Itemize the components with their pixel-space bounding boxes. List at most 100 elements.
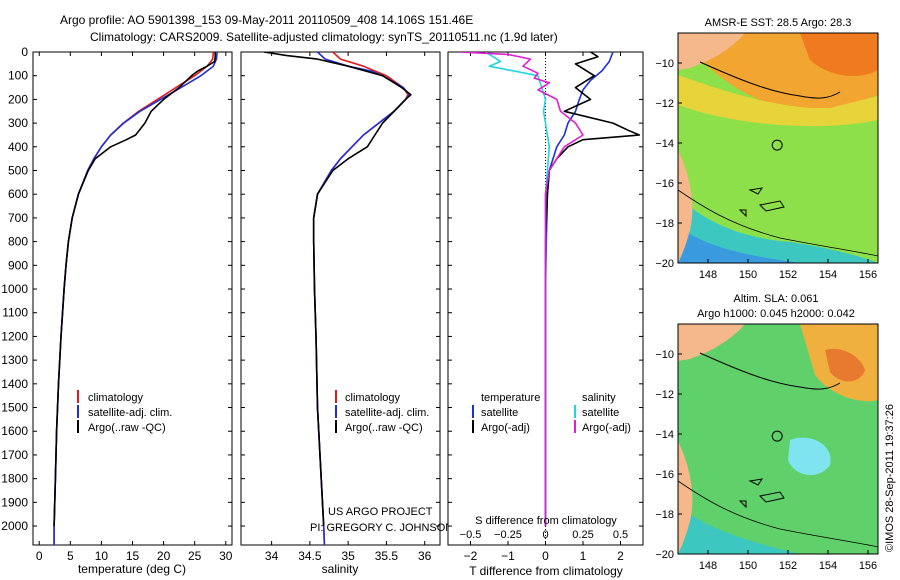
sst-cool-region	[678, 195, 878, 263]
temperature-xlabel: temperature (deg C)	[78, 562, 186, 576]
map-x-tick-label: 156	[859, 269, 877, 281]
x-tick-label: 36	[418, 549, 432, 563]
y-tick-label: 500	[8, 164, 28, 178]
legend-label-climatology: climatology	[345, 392, 401, 404]
argo-position-marker	[771, 139, 783, 151]
s-tick-label: 0.25	[572, 529, 593, 541]
map-x-tick-label: 150	[739, 560, 757, 572]
map-x-tick-label: 152	[779, 560, 797, 572]
sst-isobath	[678, 189, 878, 257]
map-x-tick-label: 154	[819, 560, 837, 572]
salinity-plot-area	[240, 51, 441, 546]
sst-map-field	[678, 33, 878, 263]
y-tick-label: 1500	[1, 401, 28, 415]
y-tick-label: 1600	[1, 424, 28, 438]
map-x-tick-label: 148	[699, 269, 717, 281]
x-tick-label: 15	[126, 549, 140, 563]
legend-label-climatology: climatology	[88, 392, 144, 404]
legend-label-s-argo: Argo(-adj)	[582, 422, 631, 434]
title-line-1: Argo profile: AO 5901398_153 09-May-2011…	[60, 13, 473, 27]
sst-reefs	[738, 187, 785, 218]
y-tick-label: 1200	[1, 329, 28, 343]
legend-title-temperature: temperature	[481, 392, 540, 404]
sla-land-png	[678, 324, 745, 361]
salinity-panel: 34 34.5 35 35.5 36 salinity climatology sate…	[240, 51, 453, 576]
sla-reefs	[738, 478, 785, 509]
x-tick-label: 35	[341, 549, 355, 563]
y-tick-label: 200	[8, 92, 28, 106]
y-tick-label: 1000	[1, 282, 28, 296]
map-y-tick-label: −20	[655, 549, 674, 561]
map-y-tick-label: −10	[655, 58, 674, 70]
s-tick-label: −0.5	[460, 529, 482, 541]
x-tick-label: −1	[501, 549, 515, 563]
sla-isobath	[678, 480, 878, 548]
s-difference-xlabel: S difference from climatology	[475, 515, 617, 527]
map-y-tick-label: −16	[655, 178, 674, 190]
series-line-argo	[263, 52, 412, 527]
legend-label-satellite: satellite-adj. clim.	[345, 407, 429, 419]
y-tick-label: 1900	[1, 495, 28, 509]
legend-label-argo: Argo(..raw -QC)	[88, 422, 166, 434]
series-line-s-argo	[459, 52, 584, 526]
x-tick-label: 1	[580, 549, 587, 563]
map-y-tick-label: −16	[655, 469, 674, 481]
y-tick-label: 1300	[1, 353, 28, 367]
sst-land-png	[678, 33, 745, 70]
x-tick-label: 35.5	[375, 549, 399, 563]
map-y-tick-label: −12	[655, 389, 674, 401]
map-x-tick-label: 152	[779, 269, 797, 281]
s-tick-label: 0.5	[613, 529, 628, 541]
difference-legend: temperature salinity satellite Argo(-adj…	[472, 392, 631, 434]
x-tick-label: 34	[265, 549, 279, 563]
x-tick-label: 0	[36, 549, 43, 563]
s-tick-label: −0.25	[494, 529, 522, 541]
map-y-tick-label: −10	[655, 349, 674, 361]
x-tick-label: 10	[95, 549, 109, 563]
legend-label-argo: Argo(..raw -QC)	[345, 422, 423, 434]
x-tick-label: 0	[542, 549, 549, 563]
x-tick-label: 2	[617, 549, 624, 563]
sla-map-field	[678, 324, 878, 554]
sla-map-frame	[677, 323, 879, 555]
salinity-legend: climatology satellite-adj. clim. Argo(..…	[335, 390, 429, 434]
x-tick-label: 5	[67, 549, 74, 563]
t-difference-xlabel: T difference from climatology	[469, 564, 623, 578]
temperature-legend: climatology satellite-adj. clim. Argo(..…	[77, 390, 172, 434]
y-tick-label: 100	[8, 69, 28, 83]
map-y-tick-label: −18	[655, 509, 674, 521]
legend-label-t-argo: Argo(-adj)	[481, 422, 530, 434]
s-tick-label: 0	[542, 529, 548, 541]
map-x-tick-label: 154	[819, 269, 837, 281]
sst-land-australia	[678, 150, 693, 263]
sla-low-region	[788, 437, 831, 476]
sst-cold-region	[678, 225, 800, 263]
x-tick-label: −2	[464, 549, 478, 563]
y-tick-label: 400	[8, 140, 28, 154]
map-y-tick-label: −14	[655, 429, 674, 441]
difference-panel: −2 −1 0 1 2 S difference from climatology −0…	[447, 51, 644, 578]
sla-map-panel: Altim. SLA: 0.061 Argo h1000: 0.045 h200…	[655, 293, 879, 572]
map-x-tick-label: 150	[739, 269, 757, 281]
legend-label-s-satellite: satellite	[582, 407, 619, 419]
y-tick-label: 2000	[1, 519, 28, 533]
series-line-argo	[53, 52, 216, 527]
y-tick-label: 600	[8, 187, 28, 201]
y-tick-label: 1400	[1, 377, 28, 391]
y-tick-label: 800	[8, 235, 28, 249]
y-tick-label: 0	[21, 45, 28, 59]
sst-map-title: AMSR-E SST: 28.5 Argo: 28.3	[705, 17, 852, 29]
sst-coastline	[699, 61, 841, 99]
sla-map-title-2: Argo h1000: 0.045 h2000: 0.042	[697, 308, 855, 320]
x-tick-label: 25	[188, 549, 202, 563]
sst-hot-region	[800, 33, 878, 76]
map-y-tick-label: −12	[655, 98, 674, 110]
x-tick-label: 20	[157, 549, 171, 563]
sla-land-australia	[678, 441, 693, 554]
credit-line-1: US ARGO PROJECT	[328, 506, 433, 518]
legend-label-t-satellite: satellite	[481, 407, 518, 419]
y-tick-label: 1700	[1, 448, 28, 462]
y-tick-label: 900	[8, 258, 28, 272]
sst-yellow-band	[678, 75, 878, 127]
